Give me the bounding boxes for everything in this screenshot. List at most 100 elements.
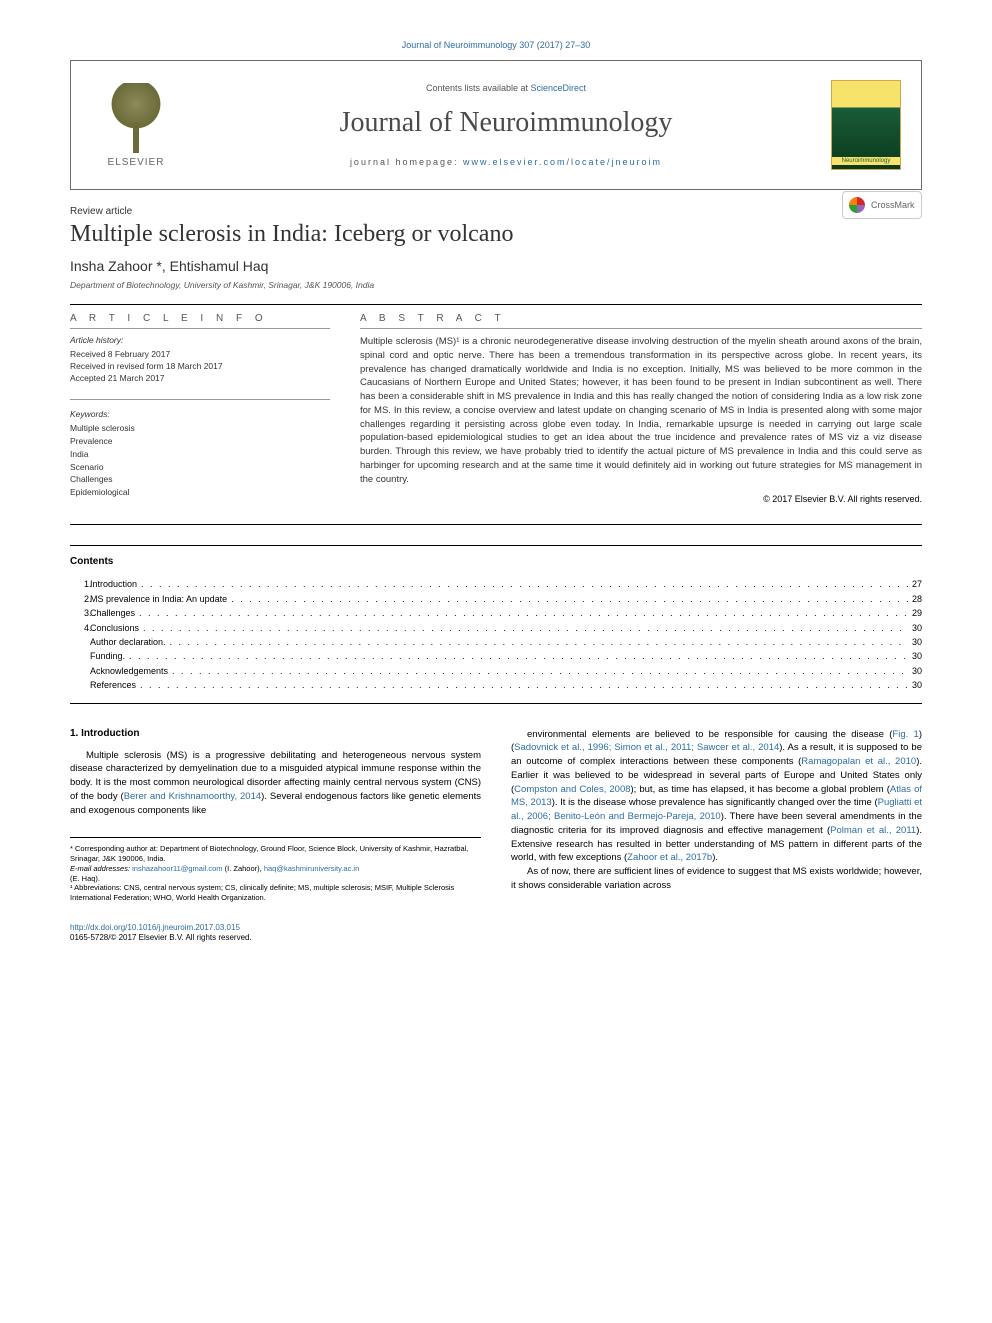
toc-page: 30 bbox=[908, 649, 922, 663]
table-of-contents: 1.Introduction . . . . . . . . . . . . .… bbox=[70, 577, 922, 703]
journal-ref-link[interactable]: Journal of Neuroimmunology 307 (2017) 27… bbox=[402, 40, 591, 50]
toc-row[interactable]: Author declaration. . . . . . . . . . . … bbox=[70, 635, 922, 649]
toc-dots: . . . . . . . . . . . . . . . . . . . . … bbox=[129, 649, 908, 663]
divider bbox=[70, 524, 922, 525]
intro-right-p1: environmental elements are believed to b… bbox=[511, 728, 922, 866]
email-label: E-mail addresses: bbox=[70, 864, 132, 873]
doi-link[interactable]: http://dx.doi.org/10.1016/j.jneuroim.201… bbox=[70, 923, 240, 932]
toc-label: Funding. bbox=[90, 649, 129, 663]
elsevier-logo: ELSEVIER bbox=[91, 75, 181, 175]
elsevier-tree-icon bbox=[101, 83, 171, 153]
footnote-emails: E-mail addresses: inshazahoor11@gmail.co… bbox=[70, 864, 481, 884]
keyword: Prevalence bbox=[70, 435, 330, 448]
toc-row[interactable]: 3.Challenges . . . . . . . . . . . . . .… bbox=[70, 606, 922, 620]
intro-right-p2: As of now, there are sufficient lines of… bbox=[511, 865, 922, 893]
history-revised: Received in revised form 18 March 2017 bbox=[70, 361, 330, 373]
toc-number bbox=[70, 635, 90, 649]
journal-reference: Journal of Neuroimmunology 307 (2017) 27… bbox=[70, 40, 922, 50]
info-divider bbox=[70, 399, 330, 400]
page-footer: http://dx.doi.org/10.1016/j.jneuroim.201… bbox=[70, 923, 922, 944]
toc-label: Challenges bbox=[90, 606, 139, 620]
homepage-link[interactable]: www.elsevier.com/locate/jneuroim bbox=[463, 157, 662, 167]
elsevier-label: ELSEVIER bbox=[108, 157, 165, 168]
toc-row[interactable]: 4.Conclusions . . . . . . . . . . . . . … bbox=[70, 621, 922, 635]
toc-row[interactable]: 2.MS prevalence in India: An update . . … bbox=[70, 592, 922, 606]
toc-number bbox=[70, 678, 90, 692]
copyright: © 2017 Elsevier B.V. All rights reserved… bbox=[360, 494, 922, 504]
journal-homepage-line: journal homepage: www.elsevier.com/locat… bbox=[181, 157, 831, 167]
journal-name: Journal of Neuroimmunology bbox=[181, 107, 831, 139]
intro-heading: 1. Introduction bbox=[70, 728, 481, 739]
cover-label: Neuroimmunology bbox=[832, 157, 900, 165]
toc-dots: . . . . . . . . . . . . . . . . . . . . … bbox=[143, 621, 908, 635]
affiliation: Department of Biotechnology, University … bbox=[70, 280, 922, 290]
toc-dots: . . . . . . . . . . . . . . . . . . . . … bbox=[139, 606, 908, 620]
divider bbox=[70, 304, 922, 305]
toc-dots: . . . . . . . . . . . . . . . . . . . . … bbox=[172, 664, 908, 678]
toc-dots: . . . . . . . . . . . . . . . . . . . . … bbox=[170, 635, 908, 649]
footer-rights: 0165-5728/© 2017 Elsevier B.V. All right… bbox=[70, 933, 252, 942]
history-received: Received 8 February 2017 bbox=[70, 349, 330, 361]
keyword: Multiple sclerosis bbox=[70, 422, 330, 435]
abstract-text: Multiple sclerosis (MS)¹ is a chronic ne… bbox=[360, 335, 922, 486]
toc-row[interactable]: Acknowledgements . . . . . . . . . . . .… bbox=[70, 664, 922, 678]
author-names: Insha Zahoor *, Ehtishamul Haq bbox=[70, 258, 268, 274]
toc-label: Acknowledgements bbox=[90, 664, 172, 678]
toc-page: 30 bbox=[908, 621, 922, 635]
toc-number bbox=[70, 649, 90, 663]
toc-label: MS prevalence in India: An update bbox=[90, 592, 231, 606]
intro-paragraph-right: environmental elements are believed to b… bbox=[511, 728, 922, 893]
contents-heading: Contents bbox=[70, 545, 922, 567]
toc-label: Author declaration. bbox=[90, 635, 170, 649]
crossmark-icon bbox=[849, 197, 865, 213]
toc-page: 30 bbox=[908, 678, 922, 692]
toc-page: 30 bbox=[908, 635, 922, 649]
toc-row[interactable]: 1.Introduction . . . . . . . . . . . . .… bbox=[70, 577, 922, 591]
toc-number: 1. bbox=[70, 577, 90, 591]
footnote-abbreviations: ¹ Abbreviations: CNS, central nervous sy… bbox=[70, 883, 481, 903]
history-label: Article history: bbox=[70, 335, 330, 347]
article-title: Multiple sclerosis in India: Iceberg or … bbox=[70, 221, 922, 248]
crossmark-badge[interactable]: CrossMark bbox=[842, 191, 922, 219]
contents-available-line: Contents lists available at ScienceDirec… bbox=[181, 83, 831, 93]
homepage-prefix: journal homepage: bbox=[350, 157, 463, 167]
toc-dots: . . . . . . . . . . . . . . . . . . . . … bbox=[140, 678, 908, 692]
keyword: Challenges bbox=[70, 473, 330, 486]
toc-label: References bbox=[90, 678, 140, 692]
footnote-corresponding: * Corresponding author at: Department of… bbox=[70, 844, 481, 864]
toc-dots: . . . . . . . . . . . . . . . . . . . . … bbox=[231, 592, 908, 606]
article-type: Review article bbox=[70, 206, 922, 217]
toc-label: Conclusions bbox=[90, 621, 143, 635]
intro-paragraph-left: Multiple sclerosis (MS) is a progressive… bbox=[70, 749, 481, 818]
email-who-1: (I. Zahoor), bbox=[223, 864, 264, 873]
email-link-2[interactable]: haq@kashmiruniversity.ac.in bbox=[264, 864, 359, 873]
toc-page: 30 bbox=[908, 664, 922, 678]
intro-left-text: Multiple sclerosis (MS) is a progressive… bbox=[70, 749, 481, 818]
toc-number: 4. bbox=[70, 621, 90, 635]
history-accepted: Accepted 21 March 2017 bbox=[70, 373, 330, 385]
contents-prefix: Contents lists available at bbox=[426, 83, 531, 93]
abstract-heading: A B S T R A C T bbox=[360, 313, 922, 329]
email-who-2: (E. Haq). bbox=[70, 874, 100, 883]
toc-row[interactable]: Funding. . . . . . . . . . . . . . . . .… bbox=[70, 649, 922, 663]
toc-dots: . . . . . . . . . . . . . . . . . . . . … bbox=[141, 577, 908, 591]
crossmark-label: CrossMark bbox=[871, 200, 915, 210]
sciencedirect-link[interactable]: ScienceDirect bbox=[531, 83, 587, 93]
toc-row[interactable]: References . . . . . . . . . . . . . . .… bbox=[70, 678, 922, 692]
toc-number: 2. bbox=[70, 592, 90, 606]
keyword: Scenario bbox=[70, 461, 330, 474]
journal-cover-image: Neuroimmunology bbox=[831, 80, 901, 170]
toc-number: 3. bbox=[70, 606, 90, 620]
email-link-1[interactable]: inshazahoor11@gmail.com bbox=[132, 864, 222, 873]
article-info-heading: A R T I C L E I N F O bbox=[70, 313, 330, 329]
authors: Insha Zahoor *, Ehtishamul Haq bbox=[70, 258, 922, 274]
keyword: India bbox=[70, 448, 330, 461]
toc-page: 27 bbox=[908, 577, 922, 591]
toc-page: 28 bbox=[908, 592, 922, 606]
toc-label: Introduction bbox=[90, 577, 141, 591]
journal-header: ELSEVIER Contents lists available at Sci… bbox=[70, 60, 922, 190]
toc-page: 29 bbox=[908, 606, 922, 620]
keyword: Epidemiological bbox=[70, 486, 330, 499]
keywords-label: Keywords: bbox=[70, 408, 330, 421]
toc-number bbox=[70, 664, 90, 678]
